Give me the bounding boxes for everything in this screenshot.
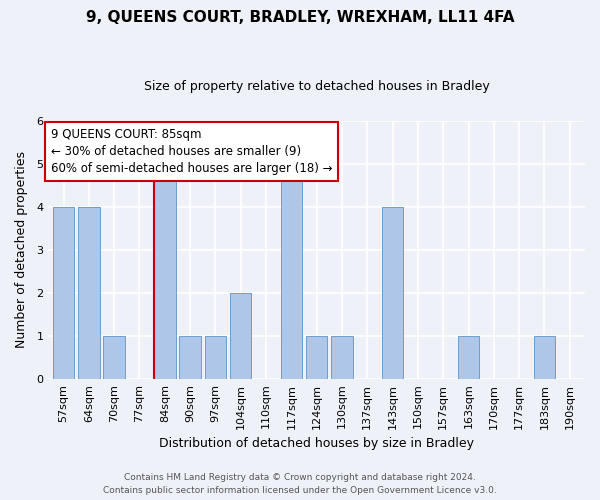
X-axis label: Distribution of detached houses by size in Bradley: Distribution of detached houses by size … [159, 437, 474, 450]
Bar [103, 336, 125, 379]
Bar [53, 206, 74, 379]
Text: Contains HM Land Registry data © Crown copyright and database right 2024.
Contai: Contains HM Land Registry data © Crown c… [103, 474, 497, 495]
Text: 9, QUEENS COURT, BRADLEY, WREXHAM, LL11 4FA: 9, QUEENS COURT, BRADLEY, WREXHAM, LL11 … [86, 10, 514, 25]
Bar [205, 336, 226, 379]
Title: Size of property relative to detached houses in Bradley: Size of property relative to detached ho… [144, 80, 490, 93]
Y-axis label: Number of detached properties: Number of detached properties [15, 151, 28, 348]
Bar [78, 206, 100, 379]
Text: 9 QUEENS COURT: 85sqm
← 30% of detached houses are smaller (9)
60% of semi-detac: 9 QUEENS COURT: 85sqm ← 30% of detached … [51, 128, 332, 176]
Bar [306, 336, 328, 379]
Bar [534, 336, 555, 379]
Bar [382, 206, 403, 379]
Bar [458, 336, 479, 379]
Bar [281, 164, 302, 379]
Bar [230, 292, 251, 379]
Bar [331, 336, 353, 379]
Bar [179, 336, 201, 379]
Bar [154, 164, 176, 379]
